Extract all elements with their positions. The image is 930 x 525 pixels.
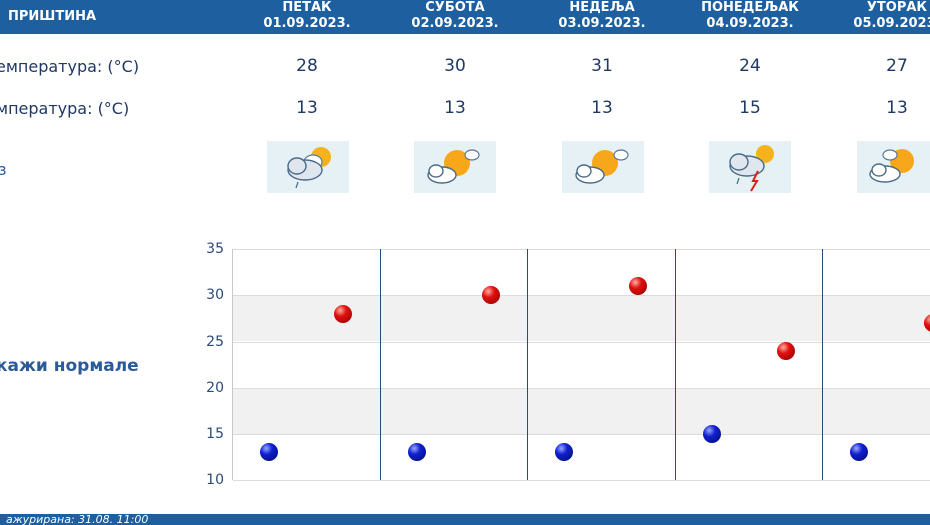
day-divider [822, 249, 823, 480]
max-temp-point [777, 341, 795, 360]
min-temp-label: мпература: (°C) [0, 99, 130, 118]
icon-row-label: з [0, 160, 7, 179]
day-date: 01.09.2023. [263, 16, 351, 31]
day-name: УТОРАК [866, 0, 928, 15]
max-temp-point [629, 276, 647, 295]
partly-sunny-icon [857, 141, 930, 193]
min-temp-point [850, 443, 868, 462]
day-name: НЕДЕЉА [569, 0, 635, 15]
show-normals-link[interactable]: кажи нормале [0, 356, 139, 376]
day-date: 05.09.2023. [853, 16, 930, 31]
grid-line [233, 388, 930, 389]
max-temp-value: 28 [296, 56, 318, 76]
grid-line [233, 342, 930, 343]
thunderstorm-icon [709, 141, 791, 193]
day-header-1: ПЕТАК 01.09.2023. [232, 0, 382, 32]
day-name: СУБОТА [425, 0, 485, 15]
footer-bar: ажурирана: 31.08. 11:00 [0, 514, 930, 525]
day-header-3: НЕДЕЉА 03.09.2023. [527, 0, 677, 32]
grid-line [233, 295, 930, 296]
day-name: ПЕТАК [282, 0, 332, 15]
max-temp-label: емпература: (°C) [0, 57, 140, 76]
min-temp-point [703, 424, 721, 443]
day-header-5: УТОРАК 05.09.2023. [822, 0, 930, 32]
min-temp-point [408, 443, 426, 462]
max-temp-value: 27 [886, 56, 908, 76]
day-header-2: СУБОТА 02.09.2023. [380, 0, 530, 32]
y-tick-label: 35 [206, 241, 224, 257]
forecast-header: ПРИШТИНА ПЕТАК 01.09.2023. СУБОТА 02.09.… [0, 0, 930, 34]
min-temp-value: 13 [886, 98, 908, 118]
partly-sunny-icon [562, 141, 644, 193]
day-date: 02.09.2023. [411, 16, 499, 31]
y-tick-label: 20 [206, 380, 224, 396]
y-tick-label: 25 [206, 334, 224, 350]
partly-sunny-icon [414, 141, 496, 193]
max-temp-value: 30 [444, 56, 466, 76]
day-date: 03.09.2023. [558, 16, 646, 31]
y-axis-line [232, 249, 233, 480]
y-tick-label: 15 [206, 426, 224, 442]
city-name: ПРИШТИНА [8, 9, 97, 24]
grid-line [233, 249, 930, 250]
max-temp-value: 31 [591, 56, 613, 76]
day-divider [675, 249, 676, 480]
grid-line [233, 434, 930, 435]
max-temp-point [334, 304, 352, 323]
max-temp-value: 24 [739, 56, 761, 76]
day-date: 04.09.2023. [706, 16, 794, 31]
min-temp-value: 13 [444, 98, 466, 118]
y-tick-label: 10 [206, 472, 224, 488]
day-header-4: ПОНЕДЕЉАК 04.09.2023. [675, 0, 825, 32]
updated-timestamp: ажурирана: 31.08. 11:00 [6, 514, 149, 525]
day-divider [527, 249, 528, 480]
grid-band [233, 388, 930, 434]
min-temp-point [555, 443, 573, 462]
day-name: ПОНЕДЕЉАК [701, 0, 799, 15]
day-divider [380, 249, 381, 480]
min-temp-value: 13 [591, 98, 613, 118]
min-temp-point [260, 443, 278, 462]
min-temp-value: 15 [739, 98, 761, 118]
y-tick-label: 30 [206, 287, 224, 303]
max-temp-point [482, 286, 500, 305]
min-temp-value: 13 [296, 98, 318, 118]
max-temp-point [924, 313, 930, 332]
sun-cloud-rain-icon [267, 141, 349, 193]
grid-line [233, 480, 930, 481]
